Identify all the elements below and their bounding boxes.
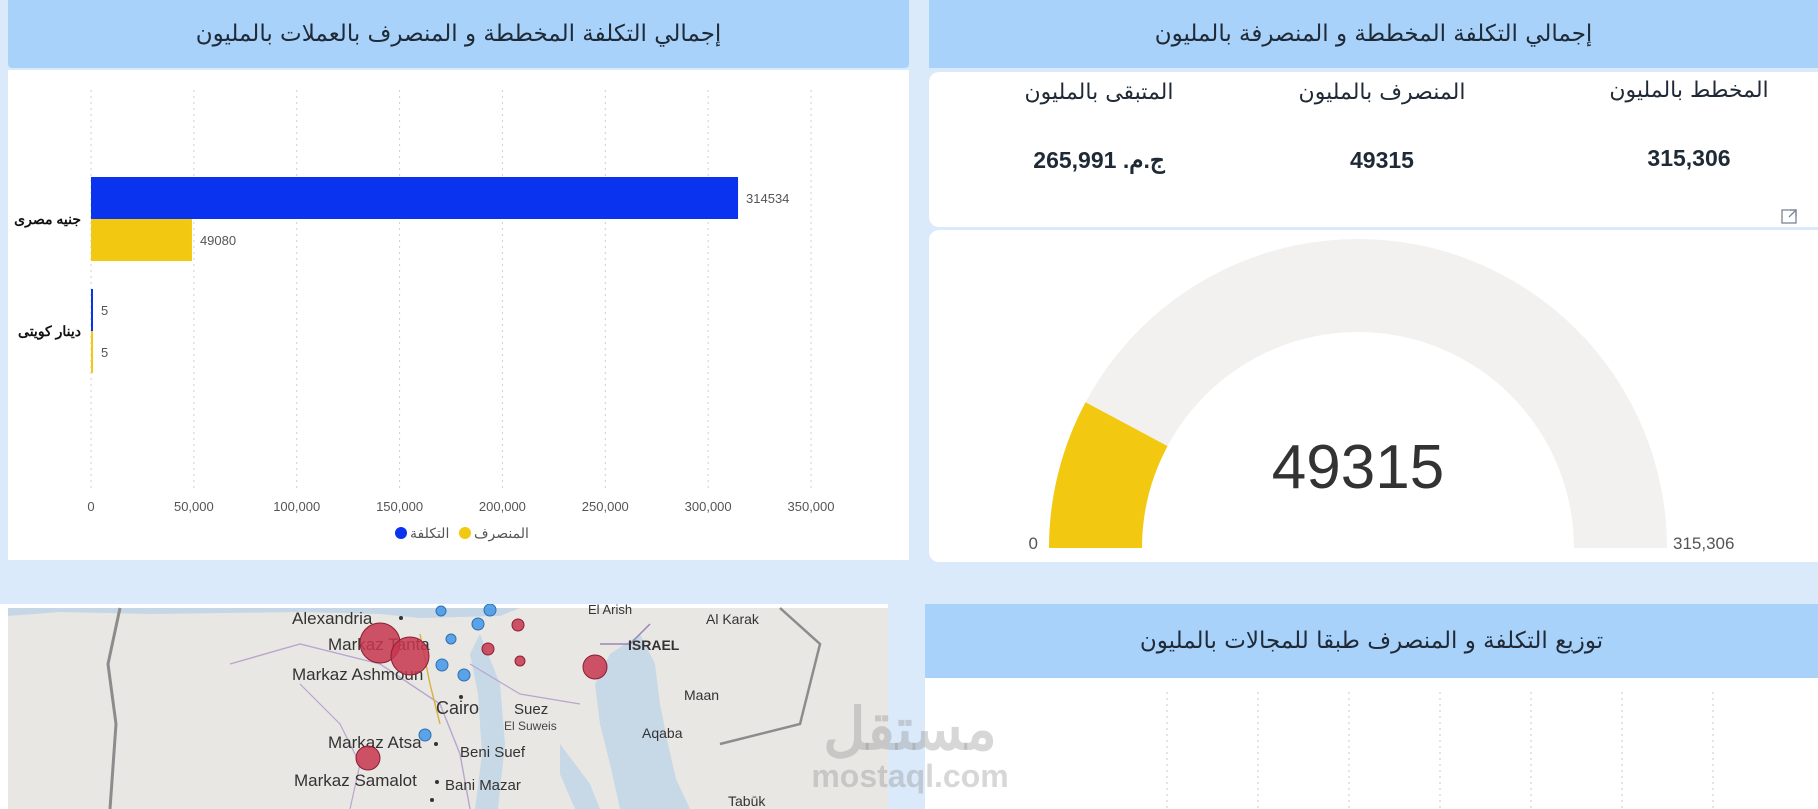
svg-text:Bani Mazar: Bani Mazar [445,777,521,794]
svg-text:Markaz Samalot: Markaz Samalot [294,771,417,790]
map-canvas: Alexandria Markaz Tanta Markaz Ashmoun C… [8,602,896,809]
svg-text:Markaz Atsa: Markaz Atsa [328,733,422,752]
total-cost-title-text: إجمالي التكلفة المخططة و المنصرفة بالملي… [1154,21,1593,47]
map-bubble-cost [582,654,608,680]
svg-text:Al Karak: Al Karak [706,611,760,627]
map-bubble-cost [355,745,381,771]
domains-title: توزيع التكلفة و المنصرف طبقا للمجالات با… [925,604,1818,678]
gauge-value: 49315 [1272,433,1444,502]
kpi-planned: المخطط بالمليون 315,306 [1569,78,1809,172]
x-tick-label: 150,000 [376,499,423,514]
currency-chart-title-text: إجمالي التكلفة المخططة و المنصرف بالعملا… [195,21,722,47]
kpi-remaining-value: ج.م. 265,991 [1033,147,1165,173]
category-label: دينار كويتى [18,323,81,340]
kpi-spent-value: 49315 [1350,147,1414,173]
map-bubble-cost [514,655,526,667]
bar-data-label: 5 [101,345,108,360]
domains-chart-panel[interactable] [925,678,1818,809]
map-bubble-spent [457,668,471,682]
x-tick-label: 100,000 [273,499,320,514]
total-cost-title: إجمالي التكلفة المخططة و المنصرفة بالملي… [929,0,1818,68]
x-tick-label: 300,000 [685,499,732,514]
legend-label: المنصرف [474,525,529,542]
x-tick-label: 200,000 [479,499,526,514]
svg-text:El Arish: El Arish [588,604,632,617]
legend-label: التكلفة [410,525,449,541]
legend-marker [459,527,471,539]
x-tick-label: 350,000 [788,499,835,514]
map-bubble-cost [481,642,495,656]
svg-text:Markaz Ashmoun: Markaz Ashmoun [292,665,423,684]
category-label: جنيه مصرى [14,211,81,228]
kpi-remaining-label: المتبقى بالمليون [1024,80,1174,105]
currency-chart-title: إجمالي التكلفة المخططة و المنصرف بالعملا… [8,0,909,68]
bar-spent [91,331,93,373]
svg-text:Suez: Suez [514,701,548,718]
svg-text:Aqaba: Aqaba [642,725,683,741]
legend-marker [395,527,407,539]
kpi-spent: المنصرف بالمليون 49315 [1262,80,1502,174]
svg-text:Beni Suef: Beni Suef [460,744,526,761]
focus-mode-icon[interactable] [1781,207,1801,225]
map-bubble-cost [511,618,525,632]
map-bubble-spent [445,633,457,645]
gauge-track [1049,239,1667,548]
svg-text:El Suweis: El Suweis [504,719,557,733]
currency-bar-chart: 0 50,000 100,000 150,000 200,000 250,000 300,0… [14,90,835,542]
kpi-spent-label: المنصرف بالمليون [1298,80,1466,105]
x-tick-label: 0 [87,499,94,514]
egypt-bubble-map[interactable]: Alexandria Markaz Tanta Markaz Ashmoun C… [0,602,896,809]
x-tick-label: 50,000 [174,499,214,514]
domains-title-text: توزيع التكلفة و المنصرف طبقا للمجالات با… [1139,628,1604,654]
kpi-card: المخطط بالمليون 315,306 المنصرف بالمليون… [929,72,1818,227]
bar-cost [91,177,739,219]
domains-chart [1166,692,1714,809]
kpi-planned-label: المخطط بالمليون [1609,78,1769,103]
currency-bar-chart-panel[interactable]: 0 50,000 100,000 150,000 200,000 250,000 300,0… [8,70,909,560]
gauge-fill [1049,402,1168,548]
map-bubble-spent [418,728,432,742]
spent-gauge: 49315 0 315,306 [1029,239,1734,553]
svg-text:ISRAEL: ISRAEL [628,637,680,653]
map-bubble-spent [435,658,449,672]
bar-cost [91,289,93,331]
gauge-max-label: 315,306 [1673,534,1734,553]
map-bubble-cost [390,636,430,676]
map-bubble-spent [435,605,447,617]
spent-gauge-panel[interactable]: 49315 0 315,306 [929,230,1818,562]
svg-text:Tabūk: Tabūk [728,793,766,809]
map-bubble-spent [471,617,485,631]
bar-data-label: 49080 [200,233,236,248]
map-bubble-spent [483,603,497,617]
kpi-remaining: المتبقى بالمليون ج.م. 265,991 [969,80,1229,174]
gauge-min-label: 0 [1029,534,1038,553]
kpi-planned-value: 315,306 [1647,145,1731,171]
svg-text:Maan: Maan [684,687,719,703]
svg-text:Cairo: Cairo [436,698,479,718]
bar-data-label: 5 [101,303,108,318]
svg-text:Alexandria: Alexandria [292,609,373,628]
bar-data-label: 314534 [746,191,789,206]
bar-spent [91,219,192,261]
x-tick-label: 250,000 [582,499,629,514]
